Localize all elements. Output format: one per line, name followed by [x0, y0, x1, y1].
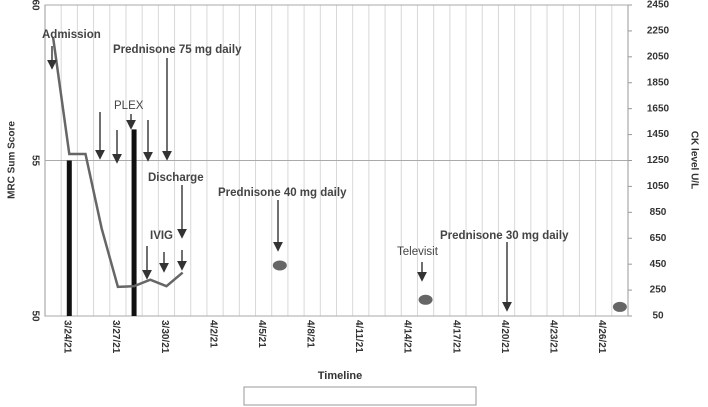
y2-tick-label: 1650: [647, 103, 670, 114]
y2-tick-label: 2050: [647, 51, 670, 62]
x-tick-label: 3/30/21: [159, 320, 170, 354]
x-tick-label: 4/17/21: [450, 320, 461, 354]
x-tick-label: 4/23/21: [547, 320, 558, 354]
y2-tick-label: 2250: [647, 26, 670, 37]
y-tick-label: 55: [29, 155, 40, 167]
y2-tick-label: 250: [650, 285, 667, 296]
annotation: Discharge: [148, 172, 204, 184]
x-axis-title: Timeline: [318, 370, 362, 382]
annotation: Prednisone 75 mg daily: [113, 44, 242, 56]
x-tick-label: 4/26/21: [596, 320, 607, 354]
x-tick-label: 4/2/21: [207, 320, 218, 348]
ck-point: [418, 294, 433, 305]
y2-tick-label: 1450: [647, 129, 670, 140]
annotation: PLEX: [114, 100, 144, 112]
y-tick-label: 50: [29, 310, 40, 322]
y2-tick-label: 450: [650, 259, 667, 270]
y2-tick-label: 850: [650, 207, 667, 218]
annotation: Prednisone 30 mg daily: [440, 230, 569, 242]
bar: [66, 160, 72, 316]
annotation: Admission: [42, 29, 101, 41]
y2-tick-label: 1250: [647, 155, 670, 166]
ck-point: [612, 301, 627, 312]
y2-tick-label: 650: [650, 233, 667, 244]
x-tick-label: 3/27/21: [110, 320, 121, 354]
y-axis-title: MRC Sum Score: [7, 121, 18, 199]
x-tick-label: 4/20/21: [499, 320, 510, 354]
bar: [131, 129, 137, 316]
y2-tick-label: 1050: [647, 181, 670, 192]
y2-tick-label: 2450: [647, 0, 670, 11]
annotation: Televisit: [397, 246, 439, 258]
y2-tick-label: 1850: [647, 77, 670, 88]
ck-point: [272, 260, 287, 271]
x-tick-label: 4/14/21: [402, 320, 413, 354]
legend: [243, 386, 477, 406]
x-tick-label: 4/5/21: [256, 320, 267, 348]
annotation: Prednisone 40 mg daily: [218, 187, 347, 199]
x-tick-label: 4/11/21: [353, 320, 364, 353]
x-tick-label: 4/8/21: [305, 320, 316, 348]
y-tick-label: 60: [29, 0, 40, 11]
y2-tick-label: 50: [652, 311, 664, 322]
ck-line: [51, 37, 184, 289]
x-tick-label: 3/24/21: [62, 320, 73, 354]
annotation: IVIG: [150, 230, 173, 242]
plot-area: 50 55 60 50 250 450 650 850 1050 1250 1450 1650 1850…: [29, 0, 669, 354]
y2-axis-title: CK level U/L: [688, 131, 699, 189]
